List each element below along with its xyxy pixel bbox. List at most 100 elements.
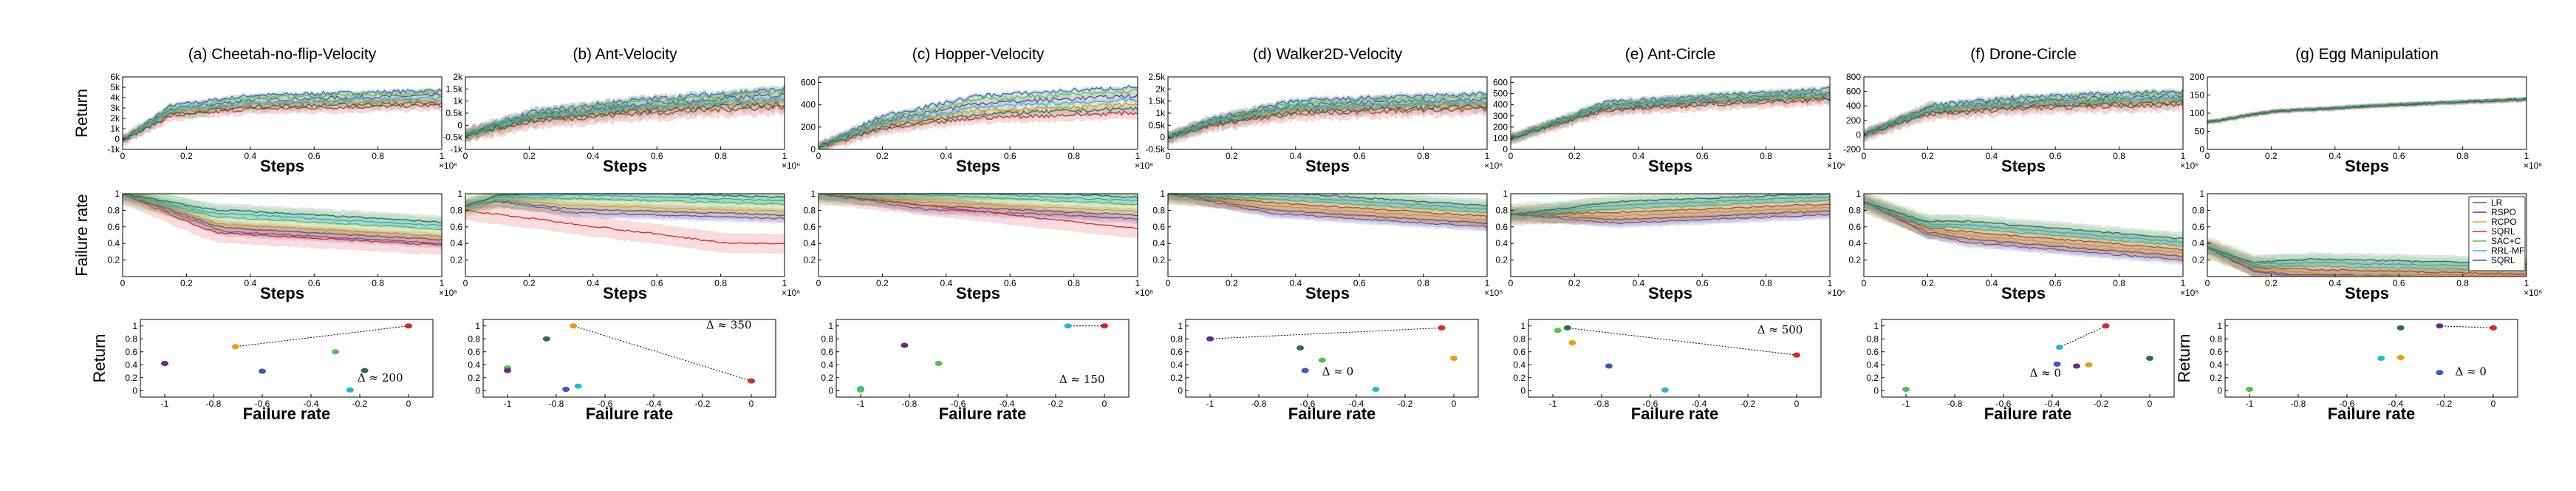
y-tick-label: 0.4 [1866, 359, 1879, 370]
pareto-point-sac+c [1318, 357, 1326, 363]
failure-line-sqrl [818, 193, 1138, 229]
failure-line-sqrl [2207, 247, 2527, 275]
failure-band-rspo [123, 194, 442, 247]
pareto-frame [1185, 319, 1479, 398]
y-tick-label: 2k [453, 72, 463, 82]
y-tick-label: 0 [1503, 144, 1508, 155]
y-tick-label: 0.6 [125, 347, 137, 357]
y-tick-label: 1.5k [1148, 96, 1166, 106]
failure-line-sqrl_alt [1863, 201, 2184, 240]
failure-band-lr [1864, 197, 2183, 265]
y-tick-label: -200 [1843, 144, 1861, 155]
y-tick-label: 1 [2217, 321, 2222, 331]
y-tick-label: 0.6 [803, 222, 816, 232]
x-tick-label: 1 [2524, 151, 2529, 161]
panel-title: (b) Ant-Velocity [573, 46, 677, 63]
x-tick-label: -0.2 [695, 399, 711, 409]
pareto-point-rrl-mf [1661, 387, 1669, 393]
failure-band-sac+c [819, 194, 1138, 217]
y-tick-label: 0.8 [1866, 333, 1879, 344]
y-tick-label: 0.6 [1866, 347, 1879, 357]
return-band-sqrl_alt [1511, 91, 1830, 144]
failure-xlabel: Steps [1648, 284, 1692, 302]
y-tick-label: 6k [110, 72, 120, 82]
failure-line-rcpo [122, 193, 443, 238]
x-tick-label: 0.6 [1696, 151, 1709, 161]
return-band-sqrl_alt [465, 95, 785, 144]
y-tick-label: 600 [1493, 78, 1508, 88]
x-tick-label: 0.8 [1417, 151, 1429, 161]
y-tick-label: 0.4 [2192, 238, 2204, 248]
panel-title: (d) Walker2D-Velocity [1253, 46, 1403, 63]
x-tick-label: -0.4 [1349, 399, 1364, 409]
x-tick-label: -0.2 [1048, 399, 1064, 409]
x-tick-label: -0.6 [1996, 399, 2012, 409]
pareto-point-lr [562, 387, 570, 392]
return-line-sqrl_alt [2207, 98, 2527, 123]
y-tick-label: 0 [828, 385, 833, 396]
return-line-rrl-mf [465, 95, 785, 136]
return-line-lr [465, 86, 785, 138]
pareto-xlabel: Failure rate [2328, 404, 2416, 423]
return-band-rrl-mf [1864, 94, 2183, 140]
return-band-rcpo [465, 94, 785, 141]
failure-band-sac+c [1168, 194, 1487, 225]
y-tick-label: 0 [1873, 385, 1879, 396]
pareto-point-rrl-mf [1372, 387, 1380, 392]
y-tick-label: 1 [2199, 189, 2204, 199]
y-tick-label: 0.8 [1848, 205, 1861, 215]
failure-xlabel: Steps [260, 284, 304, 302]
y-tick-label: 2k [110, 113, 120, 123]
x-tick-label: 0.6 [2049, 278, 2062, 288]
x-tick-label: 0.8 [714, 278, 727, 288]
pareto-axes: 0 0.2 0.4 0.6 0.8 1 -1 -0.8 -0.6 -0.4 -0.2 0 Failure… [90, 319, 434, 423]
y-tick-label: 0 [475, 385, 480, 396]
failure-line-rspo [1510, 210, 1831, 221]
x-tick-label: 1 [1485, 278, 1490, 288]
pareto-xlabel: Failure rate [586, 404, 674, 423]
x-tick-label: -0.8 [1594, 399, 1610, 409]
y-tick-label: 0.5k [1148, 120, 1166, 130]
return-band-sqrl_alt [2207, 96, 2527, 125]
x-tick-label: 0.6 [308, 278, 321, 288]
x-tick-label: 1 [2524, 278, 2529, 288]
x-tick-label: 0 [749, 399, 754, 409]
return-band-sqrl [819, 105, 1138, 149]
y-tick-label: 0.8 [107, 205, 120, 215]
y-tick-label: 100 [1493, 133, 1508, 143]
y-tick-label: 1 [828, 321, 833, 331]
x-tick-label: -0.2 [2094, 399, 2109, 409]
failure-line-lr [465, 200, 785, 220]
x-tick-label: 0 [816, 151, 821, 161]
failure-line-rcpo [1863, 200, 2184, 254]
failure-band-rspo [465, 194, 785, 223]
y-tick-label: 0.2 [468, 373, 480, 383]
y-tick-label: 0 [1178, 385, 1183, 396]
pareto-frame [2224, 319, 2518, 398]
pareto-point-sac+c [332, 349, 339, 355]
legend-label: SAC+C [2491, 236, 2521, 246]
x-tick-label: 0 [2205, 278, 2210, 288]
pareto-point-sqrl [1793, 352, 1800, 358]
y-tick-label: 1 [1873, 321, 1879, 331]
failure-band-sqrl [819, 194, 1138, 239]
pareto-axes: 0 0.2 0.4 0.6 0.8 1 -1 -0.8 -0.6 -0.4 -0.2 0 Failure… [1866, 319, 2175, 423]
pareto-point-sqrl_alt [361, 368, 369, 373]
failure-axes: 0.2 0.4 0.6 0.8 1 0 0.2 0.4 0.6 0.8 1 Steps ×10⁶ [1495, 189, 1845, 302]
failure-xmult: ×10⁶ [1484, 288, 1503, 298]
pareto-frame [482, 319, 776, 398]
x-tick-label: 0.2 [2265, 151, 2278, 161]
y-tick-label: 0.8 [468, 333, 480, 344]
x-tick-label: 0 [1452, 399, 1457, 409]
panel-title: (f) Drone-Circle [1970, 46, 2077, 63]
y-tick-label: 1 [457, 189, 462, 199]
y-tick-label: 1 [1178, 321, 1183, 331]
x-tick-label: 1 [1135, 278, 1141, 288]
y-tick-label: 0.4 [821, 359, 833, 370]
failure-line-lr [1167, 193, 1488, 228]
return-line-sac+c [818, 89, 1138, 149]
return-xmult: ×10⁶ [2180, 160, 2199, 171]
pareto-xlabel: Failure rate [939, 404, 1027, 423]
failure-band-rrl-mf [1864, 197, 2183, 248]
